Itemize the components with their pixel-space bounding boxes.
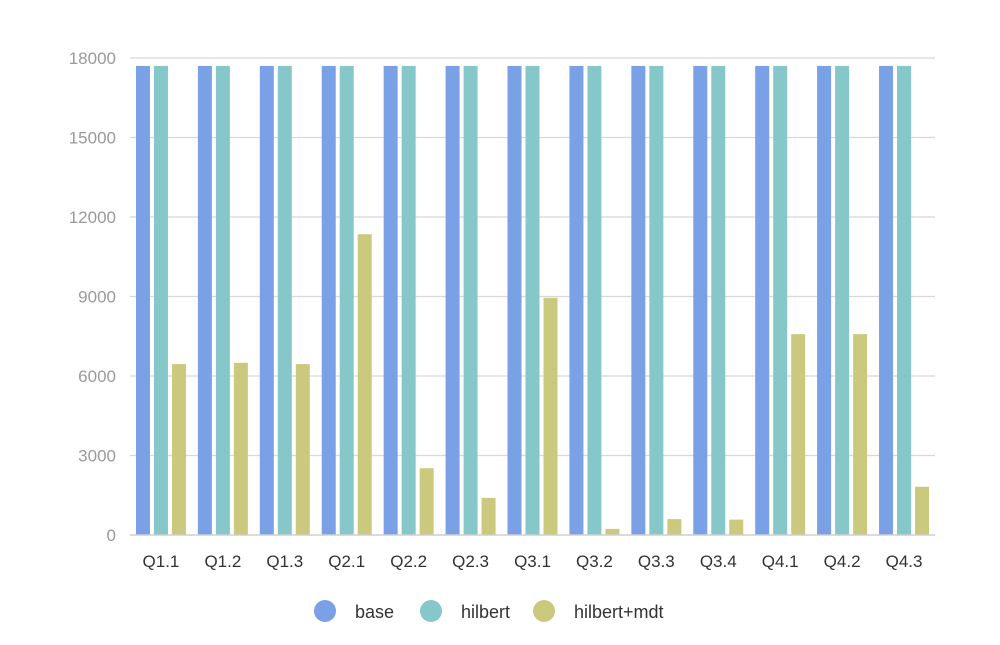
legend-swatch [533, 600, 555, 622]
bar-hilbert-mdt[interactable] [481, 497, 496, 535]
y-tick-label: 18000 [69, 49, 116, 68]
bar-hilbert[interactable] [401, 65, 416, 535]
legend-swatch [314, 600, 336, 622]
x-tick-label: Q2.3 [452, 552, 489, 571]
legend-label: hilbert+mdt [574, 602, 664, 622]
bar-hilbert-mdt[interactable] [543, 297, 558, 535]
bar-base[interactable] [817, 65, 832, 535]
bar-hilbert-mdt[interactable] [357, 234, 372, 535]
y-tick-label: 15000 [69, 129, 116, 148]
x-tick-label: Q4.3 [886, 552, 923, 571]
bar-hilbert[interactable] [587, 65, 602, 535]
bar-hilbert-mdt[interactable] [915, 486, 930, 535]
x-tick-label: Q4.1 [762, 552, 799, 571]
bar-hilbert-mdt[interactable] [295, 364, 310, 535]
x-tick-label: Q1.3 [266, 552, 303, 571]
bar-hilbert[interactable] [153, 65, 168, 535]
legend-label: hilbert [461, 602, 510, 622]
bar-hilbert[interactable] [649, 65, 664, 535]
legend-item-base[interactable]: base [314, 600, 394, 622]
legend-label: base [355, 602, 394, 622]
bar-hilbert-mdt[interactable] [791, 334, 806, 535]
bar-hilbert-mdt[interactable] [605, 528, 620, 535]
bar-base[interactable] [631, 65, 646, 535]
bar-hilbert-mdt[interactable] [853, 334, 868, 535]
bar-hilbert-mdt[interactable] [171, 364, 186, 535]
bar-hilbert[interactable] [463, 65, 478, 535]
x-tick-label: Q3.2 [576, 552, 613, 571]
legend-item-hilbert[interactable]: hilbert [420, 600, 510, 622]
bar-hilbert-mdt[interactable] [419, 468, 434, 535]
axes: 0 3000 6000 9000 12000 15000 18000 Q1.1 Q1.2 Q1.3… [69, 49, 935, 571]
bar-base[interactable] [693, 65, 708, 535]
x-tick-label: Q3.1 [514, 552, 551, 571]
bar-base[interactable] [755, 65, 770, 535]
y-tick-label: 6000 [78, 367, 116, 386]
x-tick-label: Q2.1 [328, 552, 365, 571]
bar-base[interactable] [569, 65, 584, 535]
bar-base[interactable] [879, 65, 894, 535]
bar-hilbert[interactable] [711, 65, 726, 535]
bar-base[interactable] [507, 65, 522, 535]
x-tick-label: Q4.2 [824, 552, 861, 571]
bars [135, 65, 930, 535]
bar-base[interactable] [383, 65, 398, 535]
bar-base[interactable] [197, 65, 212, 535]
x-tick-label: Q1.1 [143, 552, 180, 571]
x-tick-label: Q3.3 [638, 552, 675, 571]
bar-hilbert[interactable] [339, 65, 354, 535]
bar-base[interactable] [259, 65, 274, 535]
bar-base[interactable] [445, 65, 460, 535]
x-tick-label: Q3.4 [700, 552, 737, 571]
x-tick-label: Q2.2 [390, 552, 427, 571]
y-tick-label: 9000 [78, 288, 116, 307]
bar-hilbert[interactable] [277, 65, 292, 535]
bar-hilbert-mdt[interactable] [233, 362, 248, 535]
x-tick-label: Q1.2 [204, 552, 241, 571]
bar-hilbert[interactable] [773, 65, 788, 535]
bar-hilbert[interactable] [525, 65, 540, 535]
y-tick-label: 0 [107, 526, 116, 545]
bar-hilbert[interactable] [835, 65, 850, 535]
y-tick-label: 3000 [78, 447, 116, 466]
bar-base[interactable] [321, 65, 336, 535]
bar-hilbert-mdt[interactable] [729, 519, 744, 535]
legend-item-hilbert-mdt[interactable]: hilbert+mdt [533, 600, 664, 622]
bar-hilbert[interactable] [897, 65, 912, 535]
legend-swatch [420, 600, 442, 622]
bar-hilbert[interactable] [215, 65, 230, 535]
bar-hilbert-mdt[interactable] [667, 519, 682, 535]
y-tick-label: 12000 [69, 208, 116, 227]
legend[interactable]: base hilbert hilbert+mdt [314, 600, 664, 622]
bar-base[interactable] [135, 65, 150, 535]
